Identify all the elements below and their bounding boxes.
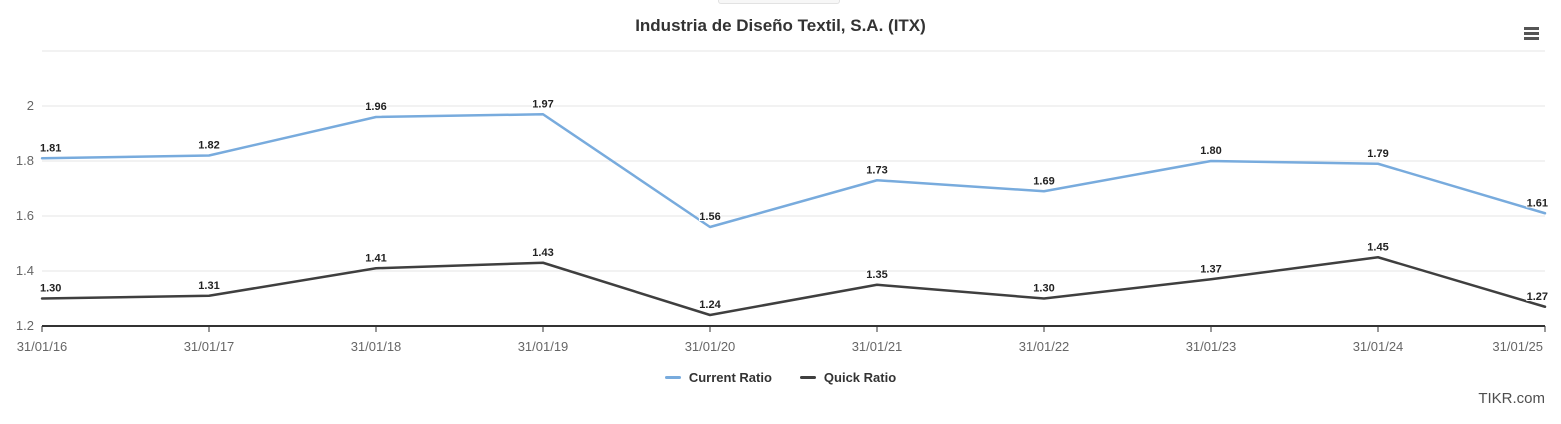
data-label: 1.30 bbox=[40, 283, 61, 295]
data-label: 1.82 bbox=[198, 140, 219, 152]
clipped-tooltip bbox=[718, 0, 840, 4]
y-axis-label: 1.2 bbox=[16, 318, 34, 333]
data-label: 1.30 bbox=[1033, 283, 1054, 295]
data-label: 1.79 bbox=[1367, 148, 1388, 160]
data-label: 1.43 bbox=[532, 247, 553, 259]
watermark-link[interactable]: TIKR.com bbox=[1478, 390, 1545, 407]
x-axis-label: 31/01/18 bbox=[351, 339, 402, 354]
data-label: 1.56 bbox=[699, 211, 720, 223]
data-label: 1.96 bbox=[365, 101, 386, 113]
data-label: 1.69 bbox=[1033, 175, 1054, 187]
legend-item-current-ratio[interactable]: Current Ratio bbox=[664, 370, 772, 385]
chart-legend: Current Ratio Quick Ratio bbox=[0, 370, 1561, 385]
data-label: 1.81 bbox=[40, 142, 61, 154]
x-axis-label: 31/01/25 bbox=[1492, 339, 1543, 354]
series-line-current-ratio[interactable] bbox=[40, 113, 1547, 229]
chart-title: Industria de Diseño Textil, S.A. (ITX) bbox=[635, 16, 926, 35]
x-axis-label: 31/01/20 bbox=[685, 339, 736, 354]
x-axis-label: 31/01/22 bbox=[1019, 339, 1070, 354]
data-label: 1.31 bbox=[198, 280, 219, 292]
y-axis-label: 1.6 bbox=[16, 208, 34, 223]
y-axis-label: 1.8 bbox=[16, 153, 34, 168]
x-axis-label: 31/01/16 bbox=[17, 339, 68, 354]
data-label: 1.80 bbox=[1200, 145, 1221, 157]
data-label: 1.24 bbox=[699, 299, 721, 311]
series-line-quick-ratio[interactable] bbox=[40, 256, 1547, 317]
legend-label: Current Ratio bbox=[688, 370, 772, 385]
y-axis-label: 2 bbox=[27, 98, 34, 113]
legend-marker-line bbox=[799, 376, 816, 379]
data-label: 1.41 bbox=[365, 252, 386, 264]
x-axis-label: 31/01/17 bbox=[184, 339, 235, 354]
data-label: 1.61 bbox=[1527, 197, 1548, 209]
y-axis-label: 1.4 bbox=[16, 263, 34, 278]
legend-marker-line bbox=[664, 376, 681, 379]
data-label: 1.27 bbox=[1527, 291, 1548, 303]
legend-item-quick-ratio[interactable]: Quick Ratio bbox=[799, 370, 897, 385]
data-label: 1.73 bbox=[866, 164, 887, 176]
hamburger-icon bbox=[1523, 26, 1539, 30]
data-label: 1.37 bbox=[1200, 263, 1221, 275]
x-axis-label: 31/01/23 bbox=[1186, 339, 1237, 354]
chart-context-menu-button[interactable] bbox=[1519, 22, 1543, 44]
x-axis-label: 31/01/19 bbox=[518, 339, 569, 354]
data-label: 1.35 bbox=[866, 269, 887, 281]
data-label: 1.97 bbox=[532, 98, 553, 110]
legend-label: Quick Ratio bbox=[823, 370, 897, 385]
x-axis-label: 31/01/21 bbox=[852, 339, 903, 354]
x-axis-label: 31/01/24 bbox=[1353, 339, 1404, 354]
data-label: 1.45 bbox=[1367, 241, 1388, 253]
